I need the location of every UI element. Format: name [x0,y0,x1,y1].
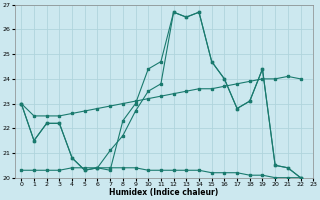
X-axis label: Humidex (Indice chaleur): Humidex (Indice chaleur) [109,188,219,197]
